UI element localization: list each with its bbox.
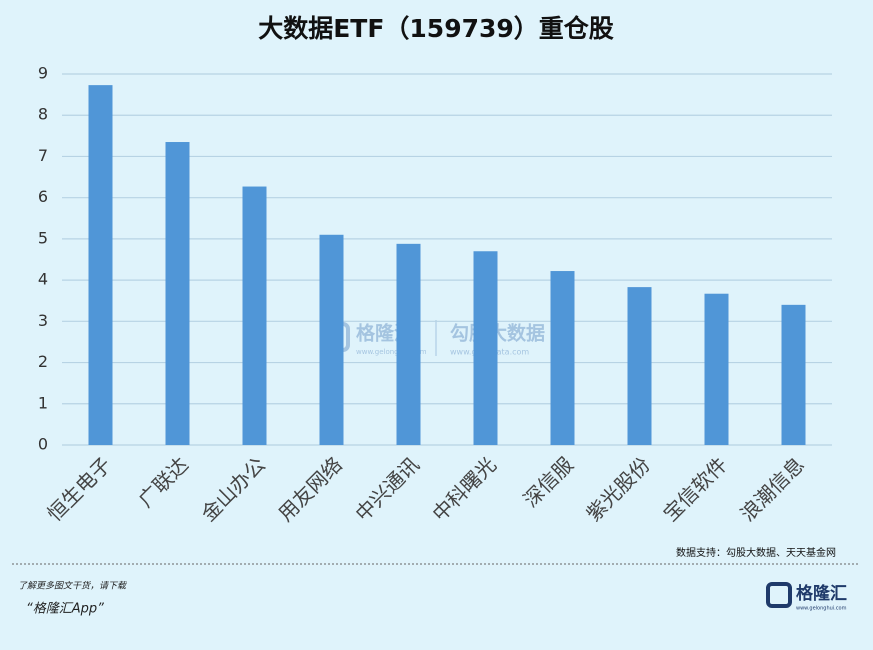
bar <box>396 243 421 445</box>
y-tick-label: 3 <box>38 311 48 330</box>
logo-icon <box>766 582 792 608</box>
watermark-url: www.gelonghui.com <box>356 348 427 356</box>
watermark-partner: 勾股大数据 <box>450 322 545 345</box>
x-tick-label: 浪潮信息 <box>735 452 809 526</box>
bar <box>88 85 113 445</box>
chart-title: 大数据ETF（159739）重仓股 <box>258 14 614 43</box>
watermark: 格隆汇 www.gelonghui.com 勾股大数据 www.gogudata… <box>320 320 545 357</box>
bar <box>165 142 190 445</box>
bar <box>781 304 806 445</box>
x-tick-label: 深信服 <box>519 452 578 511</box>
x-tick-label: 中科曙光 <box>427 452 501 526</box>
y-tick-label: 0 <box>38 435 48 454</box>
y-tick-label: 7 <box>38 146 48 165</box>
logo-text: 格隆汇 <box>796 583 847 604</box>
bar <box>704 293 729 445</box>
logo-url: www.gelonghui.com <box>796 606 847 612</box>
bar <box>473 251 498 445</box>
bar <box>319 234 344 445</box>
y-tick-label: 2 <box>38 352 48 371</box>
x-tick-label: 用友网络 <box>273 452 347 526</box>
x-tick-label: 金山办公 <box>196 452 270 526</box>
source: 数据支持：勾股大数据、天天基金网 <box>676 546 836 559</box>
y-tick-label: 9 <box>38 64 48 83</box>
footer-note: 了解更多图文干货，请下载 <box>18 581 127 592</box>
y-tick-label: 6 <box>38 187 48 206</box>
x-tick-label: 紫光股份 <box>581 452 655 526</box>
x-tick-label: 广联达 <box>134 452 193 511</box>
y-tick-label: 8 <box>38 105 48 124</box>
y-tick-label: 1 <box>38 393 48 412</box>
bar <box>627 287 652 445</box>
footer-app: “格隆汇App” <box>26 602 104 617</box>
bar <box>550 271 575 445</box>
y-tick-label: 5 <box>38 228 48 247</box>
y-tick-label: 4 <box>38 270 48 289</box>
bar <box>242 186 267 445</box>
x-tick-label: 恒生电子 <box>42 452 116 526</box>
x-tick-label: 中兴通讯 <box>350 452 424 526</box>
x-tick-label: 宝信软件 <box>658 452 732 526</box>
